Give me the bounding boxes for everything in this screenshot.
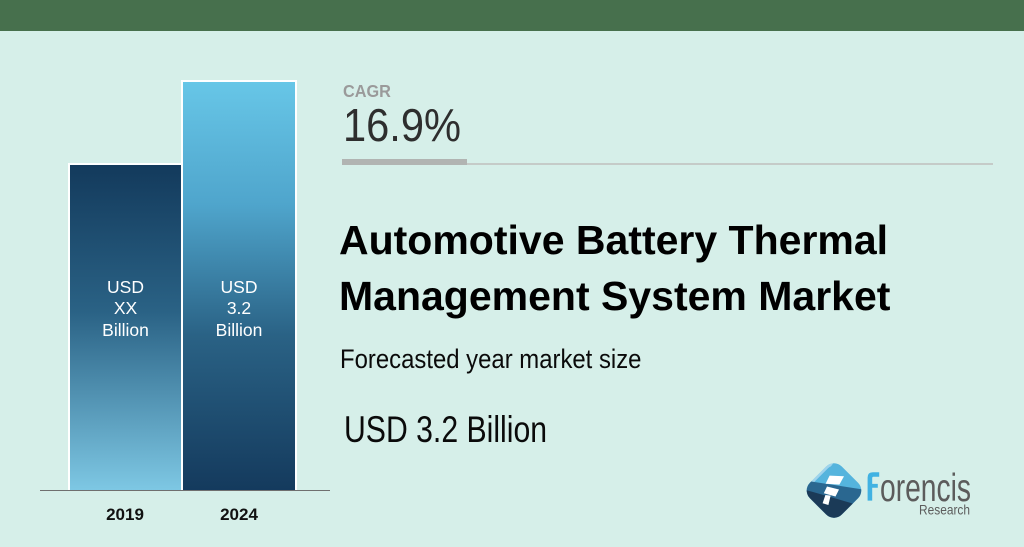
- svg-text:orencis: orencis: [880, 467, 971, 510]
- svg-text:Research: Research: [919, 501, 970, 517]
